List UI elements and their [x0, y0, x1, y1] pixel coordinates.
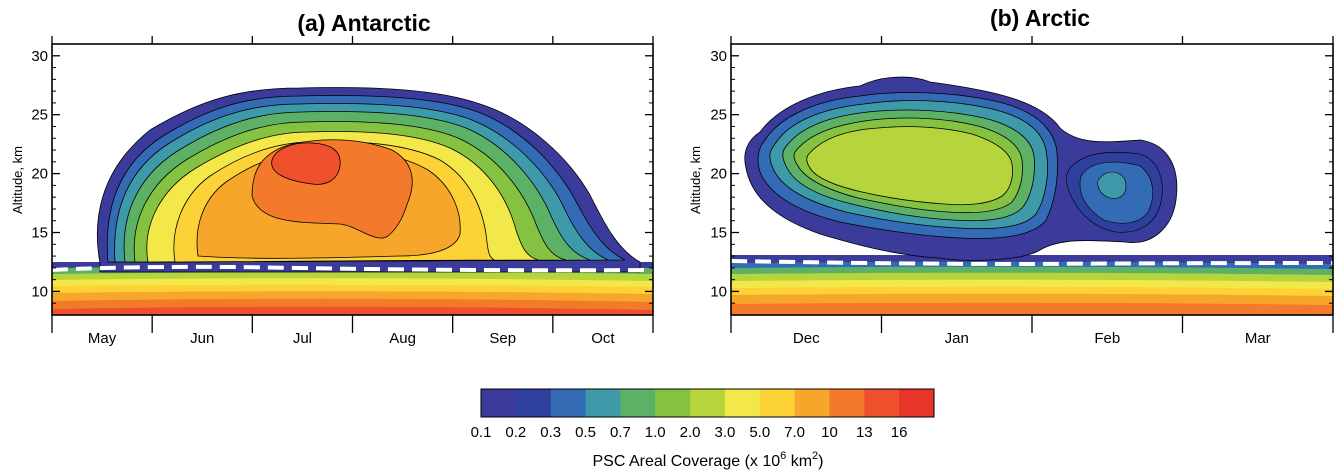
colorbar-title-end: )	[818, 453, 823, 470]
panel-b-ytick-label-4: 30	[710, 48, 727, 65]
panel-a-xtick-label-4: Sep	[489, 330, 516, 347]
colorbar-title-main: PSC Areal Coverage (x 10	[592, 453, 780, 470]
panel-b-ytick-label-2: 20	[710, 166, 727, 183]
panel-a-ytick-label-3: 25	[31, 107, 48, 124]
colorbar-title-sup2: 2	[812, 450, 818, 462]
colorbar-label-1: 0.2	[505, 424, 526, 441]
colorbar-swatch-2	[550, 389, 587, 417]
colorbar-label-10: 10	[821, 424, 838, 441]
panel-a-contours	[52, 87, 653, 315]
panel-a-ytick-label-0: 10	[31, 283, 48, 300]
panel-b-ytick-label-0: 10	[710, 283, 727, 300]
panel-b-ytick-label-1: 15	[710, 225, 727, 242]
colorbar-label-11: 13	[856, 424, 873, 441]
colorbar-swatch-9	[794, 389, 830, 417]
colorbar-label-4: 0.7	[610, 424, 631, 441]
panel-b-xtick-label-1: Jan	[945, 330, 969, 347]
colorbar-swatch-4	[620, 389, 656, 417]
panel-b-axes: 10 15 20 25 30 Dec Jan Feb Mar	[710, 36, 1334, 347]
colorbar-swatch-6	[690, 389, 726, 417]
panel-b-ylabel: Altitude, km	[688, 146, 703, 214]
panel-a-ytick-label-2: 20	[31, 166, 48, 183]
colorbar-swatch-3	[585, 389, 621, 417]
contour-cloud-b-l3	[1097, 171, 1127, 199]
colorbar-swatch-0	[481, 389, 517, 417]
contour-band-a-l7	[52, 306, 653, 315]
panel-a-xtick-label-2: Jul	[293, 330, 312, 347]
colorbar-title-mid: km	[786, 453, 812, 470]
colorbar-swatch-5	[655, 389, 691, 417]
panel-a-ytick-label-1: 15	[31, 225, 48, 242]
colorbar-label-3: 0.5	[575, 424, 596, 441]
panel-b-contours	[731, 76, 1333, 315]
colorbar-frame	[480, 388, 935, 418]
contour-cloud-a-l9	[271, 142, 341, 185]
colorbar-swatch-1	[515, 389, 552, 417]
panel-b-xtick-label-3: Mar	[1245, 330, 1271, 347]
colorbar-swatch-7	[724, 389, 761, 417]
colorbar-label-7: 3.0	[714, 424, 735, 441]
colorbar-swatch-8	[759, 389, 796, 417]
panel-arctic: (b) Arctic 10 15 20 25 30 Dec Jan Feb Mar Altitu…	[688, 5, 1334, 347]
colorbar: 0.1 0.2 0.3 0.5 0.7 1.0 2.0 3.0 5.0 7.0 10 13 16	[471, 388, 935, 441]
panel-antarctic: (a) Antarctic 10 15 20 25 30	[10, 10, 654, 347]
colorbar-label-2: 0.3	[540, 424, 561, 441]
contour-cloud-b-l8	[806, 126, 1013, 206]
colorbar-title-sup1: 6	[780, 450, 786, 462]
panel-a-ylabel: Altitude, km	[10, 146, 25, 214]
colorbar-label-0: 0.1	[471, 424, 492, 441]
panel-b-xtick-label-0: Dec	[793, 330, 820, 347]
panel-a-xtick-label-3: Aug	[389, 330, 416, 347]
tropopause-dashed-line-b	[731, 259, 1333, 267]
panel-b-ytick-label-3: 25	[710, 107, 727, 124]
colorbar-title: PSC Areal Coverage (x 106 km2)	[592, 450, 823, 470]
panel-b-title: (b) Arctic	[990, 5, 1090, 31]
panel-a-ytick-label-4: 30	[31, 48, 48, 65]
colorbar-label-5: 1.0	[645, 424, 666, 441]
colorbar-label-8: 5.0	[749, 424, 770, 441]
colorbar-label-12: 16	[891, 424, 908, 441]
colorbar-swatch-12	[899, 389, 935, 417]
panel-b-xtick-label-2: Feb	[1094, 330, 1120, 347]
colorbar-label-6: 2.0	[680, 424, 701, 441]
panel-a-title: (a) Antarctic	[297, 10, 431, 36]
colorbar-swatch-11	[864, 389, 900, 417]
panel-a-xtick-label-0: May	[88, 330, 117, 347]
contour-band-b-l7	[731, 302, 1333, 315]
panel-a-xtick-label-5: Oct	[591, 330, 615, 347]
tropopause-dashed-line-a	[52, 264, 653, 273]
colorbar-swatch-10	[829, 389, 865, 417]
panel-a-xtick-label-1: Jun	[190, 330, 214, 347]
colorbar-label-9: 7.0	[784, 424, 805, 441]
panel-a-axes: 10 15 20 25 30 May Jun Jul Aug Sep Oct	[31, 36, 654, 347]
